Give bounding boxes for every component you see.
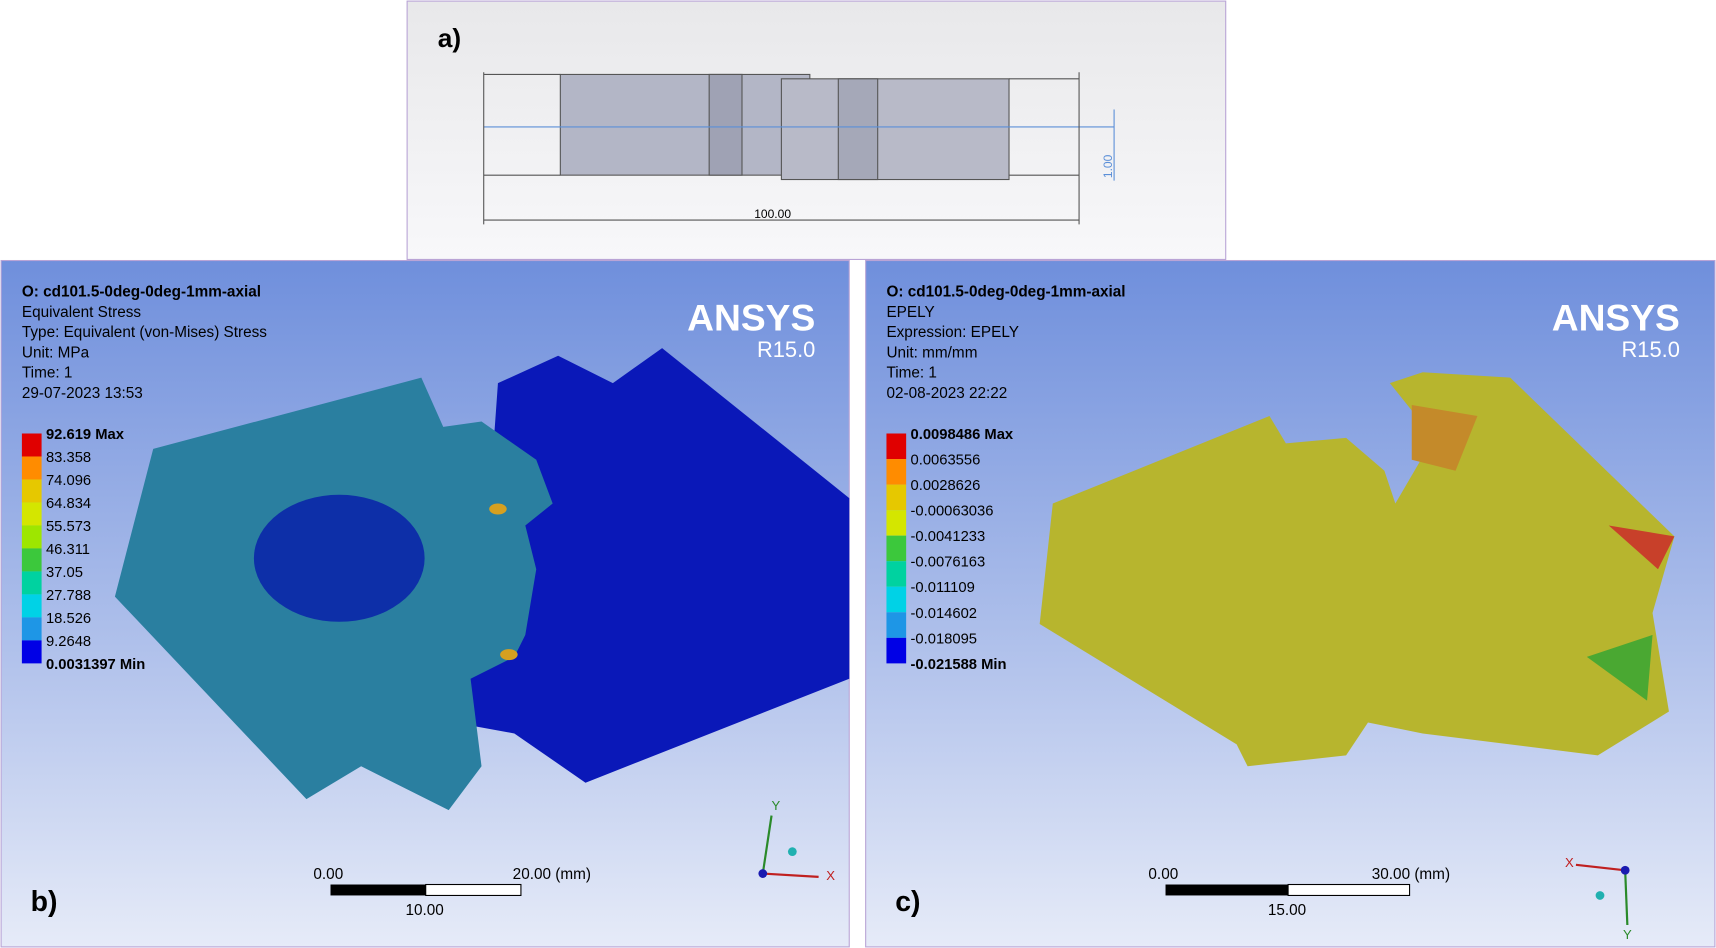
axis-dot: [787, 847, 797, 857]
legend-swatch: [21, 525, 42, 549]
model: [1039, 372, 1675, 767]
tooth: [837, 78, 879, 181]
scale-bar: [330, 884, 426, 896]
legend-swatch: [21, 433, 42, 457]
header-line: 29-07-2023 13:53: [22, 385, 143, 402]
header-line: EPELY: [886, 304, 934, 321]
legend-label: -0.0041233: [911, 529, 986, 545]
strain-model: [1039, 372, 1675, 767]
legend-swatch: [21, 640, 42, 664]
legend-label: -0.018095: [911, 631, 978, 647]
axis-arrow: [762, 872, 819, 878]
version: R15.0: [1622, 337, 1680, 362]
scale-start: 0.00: [1148, 866, 1178, 883]
legend-label: 0.0098486 Max: [911, 427, 1014, 443]
low-stress-zone: [253, 494, 425, 622]
legend-label: 0.0063556: [911, 453, 981, 469]
legend-swatch: [886, 586, 907, 613]
legend-swatch: [21, 594, 42, 618]
legend-label: -0.021588 Min: [911, 657, 1007, 673]
part-right: [454, 348, 850, 783]
legend-swatch: [21, 479, 42, 503]
header-line: Time: 1: [886, 365, 936, 382]
legend-swatch: [886, 535, 907, 562]
legend-label: 0.0031397 Min: [46, 657, 145, 673]
axis-dot: [1595, 891, 1605, 900]
scale-mid: 10.00: [405, 902, 443, 919]
legend-swatch: [886, 459, 907, 485]
legend-label: -0.011109: [911, 580, 975, 596]
legend-swatch: [21, 548, 42, 572]
brand: ANSYS: [1552, 297, 1680, 339]
dimension: 100.00: [754, 207, 791, 221]
axis-arrow: [761, 815, 773, 874]
axis-origin: [1620, 865, 1630, 875]
header-line: O: cd101.5-0deg-0deg-1mm-axial: [886, 284, 1125, 301]
legend-label: 74.096: [46, 473, 91, 489]
header-line: Type: Equivalent (von-Mises) Stress: [22, 324, 267, 341]
tooth: [708, 73, 743, 176]
legend-swatch: [886, 484, 907, 511]
legend-swatch: [21, 502, 42, 526]
legend-label: 83.358: [46, 450, 91, 466]
legend-label: 37.05: [46, 565, 83, 581]
scale-end: 30.00 (mm): [1372, 866, 1450, 883]
legend-label: 92.619 Max: [46, 427, 125, 443]
header-line: 02-08-2023 22:22: [886, 385, 1007, 402]
legend-label: 64.834: [46, 496, 91, 512]
legend-label: 18.526: [46, 611, 91, 627]
legend-swatch: [21, 456, 42, 480]
cad-drawing: [483, 72, 1115, 225]
legend-label: 55.573: [46, 519, 91, 535]
legend-swatch: [886, 612, 907, 638]
part-right: [780, 78, 1010, 181]
strain-patch: [1411, 405, 1478, 471]
legend-swatch: [886, 510, 907, 536]
axis-label: Y: [772, 798, 781, 813]
legend-swatch: [886, 637, 907, 664]
strain-patch: [1586, 634, 1653, 701]
scale-end: 20.00 (mm): [513, 866, 591, 883]
panel-label: b): [31, 886, 58, 918]
legend-swatch: [886, 561, 907, 587]
version: R15.0: [757, 337, 815, 362]
header-line: Time: 1: [22, 365, 72, 382]
scale-mid: 15.00: [1268, 902, 1306, 919]
part-left: [559, 73, 811, 176]
scale-bar: [425, 883, 522, 897]
scale-bar: [1165, 884, 1289, 896]
legend-swatch: [886, 433, 907, 460]
axis-label: X: [826, 868, 835, 883]
legend-label: 46.311: [46, 542, 90, 558]
header-line: Equivalent Stress: [22, 304, 141, 321]
legend-label: -0.014602: [911, 606, 978, 622]
header-line: Unit: mm/mm: [886, 344, 977, 361]
legend-label: 9.2648: [46, 634, 91, 650]
strain-patch: [1608, 525, 1675, 570]
legend-swatch: [21, 571, 42, 595]
legend-label: 27.788: [46, 588, 91, 604]
hot-spot: [489, 503, 507, 515]
dimension: 1.00: [1101, 154, 1115, 178]
panel-label: a): [438, 23, 461, 53]
scale-start: 0.00: [313, 866, 343, 883]
header-line: Unit: MPa: [22, 344, 90, 361]
brand: ANSYS: [687, 297, 815, 339]
panel-label: c): [895, 886, 920, 918]
legend-label: -0.0076163: [911, 555, 986, 571]
stress-model: [114, 348, 850, 811]
legend-label: -0.00063036: [911, 504, 994, 520]
hot-spot: [500, 649, 518, 661]
axis-label: X: [1565, 855, 1574, 870]
scale-bar: [1287, 883, 1411, 897]
axis-label: Y: [1623, 927, 1632, 942]
axis-origin: [758, 869, 768, 878]
header-line: O: cd101.5-0deg-0deg-1mm-axial: [22, 284, 261, 301]
axis-arrow: [1624, 870, 1629, 926]
legend-swatch: [21, 617, 42, 641]
legend-label: 0.0028626: [911, 478, 981, 494]
axis-arrow: [1575, 863, 1626, 872]
header-line: Expression: EPELY: [886, 324, 1018, 341]
